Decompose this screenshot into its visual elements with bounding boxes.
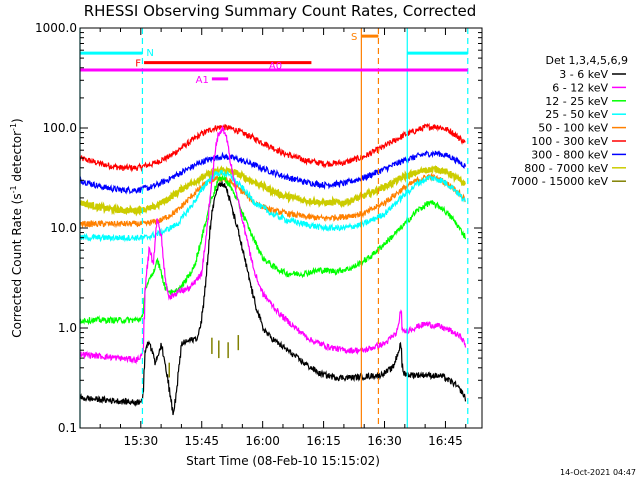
y-axis-label-sup-2: -1 [9, 123, 18, 131]
x-tick-label-3: 16:15 [306, 434, 341, 448]
state-label-n: N [146, 48, 153, 59]
series-line-3-to-6kev [80, 181, 467, 416]
y-axis-label-main: Corrected Count Rate (s [10, 193, 24, 337]
legend-label-5: 100 - 300 keV [531, 135, 608, 148]
y-tick-label-4: 1000.0 [35, 21, 77, 35]
y-axis-label: Corrected Count Rate (s-1 detector-1) [9, 118, 24, 337]
y-axis-label-sup: -1 [9, 185, 18, 193]
series-line-6-to-12kev [80, 124, 467, 365]
legend-label-2: 12 - 25 keV [545, 95, 608, 108]
y-axis-label-close: ) [10, 118, 24, 123]
x-tick-label-4: 16:30 [367, 434, 402, 448]
y-tick-label-0: 0.1 [58, 421, 77, 435]
y-tick-label-1: 1.0 [58, 321, 77, 335]
x-tick-label-5: 16:45 [428, 434, 463, 448]
y-axis-label-rest: detector [10, 131, 24, 186]
footer-timestamp: 14-Oct-2021 04:47 [560, 468, 636, 477]
series-line-100-to-300kev [80, 122, 466, 173]
legend-label-3: 25 - 50 keV [545, 108, 608, 121]
legend-detector-label: Det 1,3,4,5,6,9 [545, 54, 628, 67]
state-label-a0: A0 [269, 61, 282, 72]
y-axis: 0.1 1.0 10.0 100.0 1000.0 [35, 21, 482, 435]
series-line-300-to-800kev [80, 150, 467, 195]
chart-title: RHESSI Observing Summary Count Rates, Co… [84, 2, 477, 20]
x-axis: 15:30 15:45 16:00 16:15 16:30 16:45 [99, 28, 467, 448]
state-bars-layer: NF A0 A1 S [80, 32, 468, 86]
legend-label-6: 300 - 800 keV [531, 148, 608, 161]
legend-label-1: 6 - 12 keV [552, 81, 608, 94]
legend-label-0: 3 - 6 keV [559, 68, 608, 81]
x-tick-label-1: 15:45 [184, 434, 219, 448]
x-tick-label-0: 15:30 [124, 434, 159, 448]
series-line-800-to-7000kev [80, 165, 466, 217]
x-axis-label: Start Time (08-Feb-10 15:15:02) [186, 454, 380, 468]
legend-label-7: 800 - 7000 keV [524, 162, 608, 175]
state-label-a1: A1 [196, 75, 209, 86]
y-tick-label-2: 10.0 [50, 221, 77, 235]
series-line-25-to-50kev [80, 169, 467, 243]
state-label-f: F [135, 59, 141, 70]
series-line-50-to-100kev [80, 172, 466, 229]
legend-label-8: 7000 - 15000 keV [510, 175, 608, 188]
state-label-s: S [351, 32, 357, 43]
legend-label-4: 50 - 100 keV [538, 122, 608, 135]
x-tick-label-2: 16:00 [245, 434, 280, 448]
series-layer [80, 122, 467, 416]
y-tick-label-3: 100.0 [43, 121, 77, 135]
